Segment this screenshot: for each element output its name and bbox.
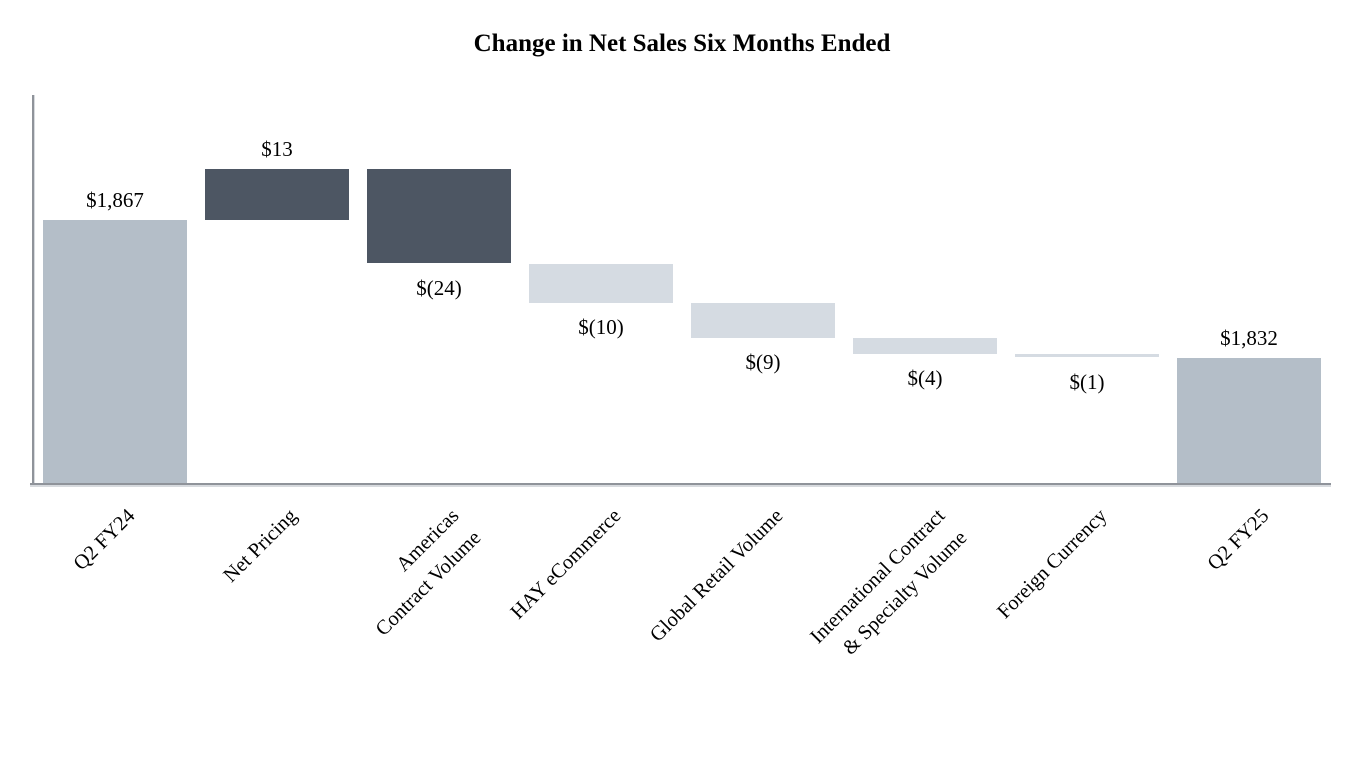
x-axis-line <box>30 483 1331 485</box>
x-axis-labels: Q2 FY24 Net Pricing Americas Contract Volu… <box>69 505 1273 659</box>
waterfall-bar <box>43 220 187 483</box>
bar-value-label: $(9) <box>745 350 781 374</box>
waterfall-bar <box>1177 357 1321 483</box>
bar-value-label: $(10) <box>578 314 624 339</box>
y-axis-line <box>32 95 34 485</box>
chart-page: Change in Net Sales Six Months Ended $1,… <box>30 30 1331 660</box>
bars-layer: $1,867 $13 $(24) $(10) $(9) $(4) $(1) $1,832 <box>43 137 1321 483</box>
waterfall-bar <box>529 263 673 303</box>
bar-value-label: $13 <box>261 137 293 162</box>
waterfall-bar <box>205 169 349 221</box>
bar-value-label: $(24) <box>416 275 462 300</box>
bar-value-label: $(4) <box>907 365 943 390</box>
bar-value-label: $(1) <box>1069 369 1105 394</box>
waterfall-bar <box>853 338 997 354</box>
bar-value-label: $1,867 <box>86 188 144 213</box>
waterfall-bar <box>1015 353 1159 358</box>
bar-value-label: $1,832 <box>1220 325 1278 350</box>
chart-title: Change in Net Sales Six Months Ended <box>473 30 891 57</box>
waterfall-bar <box>691 302 835 338</box>
waterfall-bar <box>367 169 511 264</box>
